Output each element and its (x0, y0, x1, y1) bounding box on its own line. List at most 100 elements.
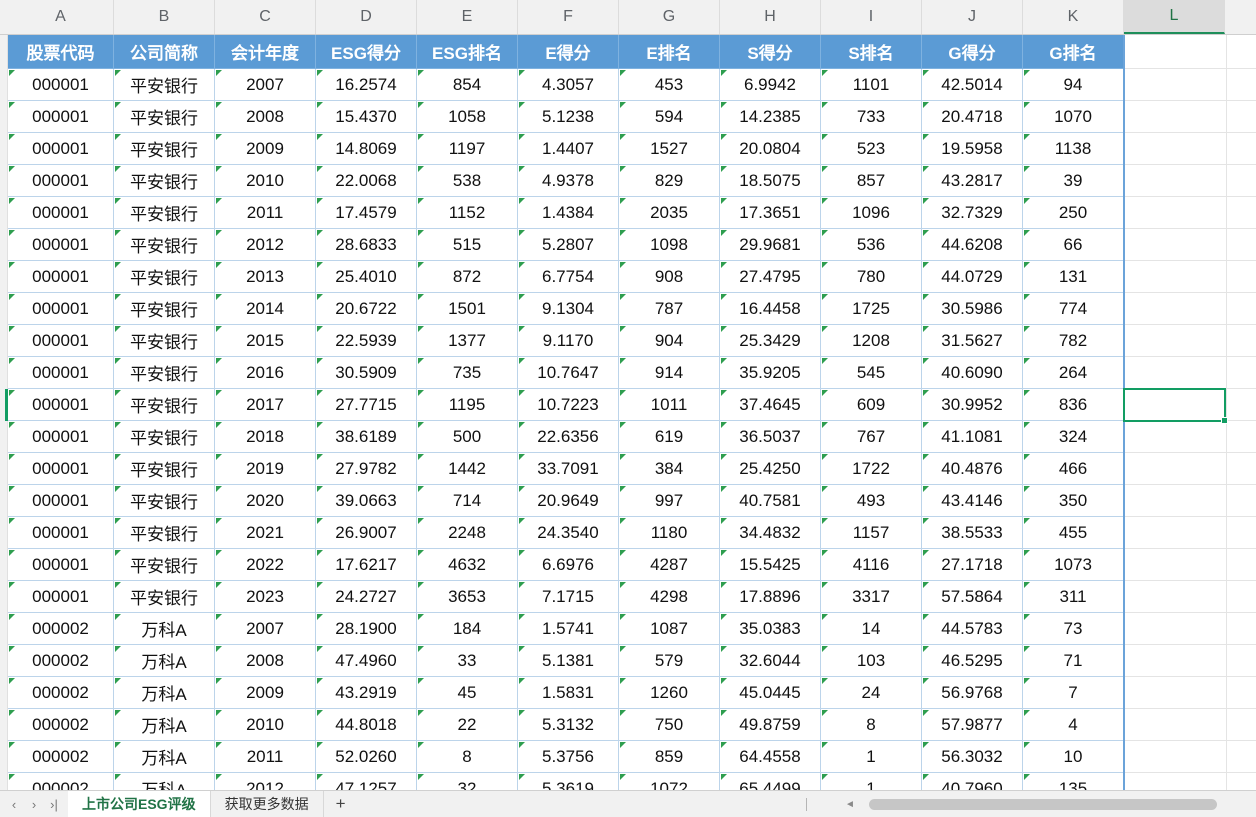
cell[interactable]: 4.9378 (518, 165, 619, 197)
cell[interactable]: 万科A (114, 741, 215, 773)
cell[interactable]: 73 (1023, 613, 1124, 645)
cell[interactable]: 34.4832 (720, 517, 821, 549)
cell[interactable]: 43.2817 (922, 165, 1023, 197)
cell[interactable]: 27.1718 (922, 549, 1023, 581)
cell[interactable]: 38.6189 (316, 421, 417, 453)
cell[interactable]: 857 (821, 165, 922, 197)
cell[interactable]: 43.2919 (316, 677, 417, 709)
cell[interactable]: 2011 (215, 197, 316, 229)
header-cell-3[interactable]: 会计年度 (215, 35, 316, 69)
cell[interactable]: 103 (821, 645, 922, 677)
cell[interactable]: 2021 (215, 517, 316, 549)
cell[interactable]: 平安银行 (114, 325, 215, 357)
cell[interactable]: 5.2807 (518, 229, 619, 261)
cell[interactable]: 2016 (215, 357, 316, 389)
cell[interactable]: 2010 (215, 165, 316, 197)
cell[interactable]: 16.2574 (316, 69, 417, 101)
cell[interactable]: 787 (619, 293, 720, 325)
cell[interactable]: 2007 (215, 69, 316, 101)
cell[interactable]: 000001 (8, 453, 114, 485)
cell[interactable]: 000001 (8, 133, 114, 165)
header-cell-2[interactable]: 公司简称 (114, 35, 215, 69)
cell[interactable]: 20.4718 (922, 101, 1023, 133)
cell[interactable]: 24.3540 (518, 517, 619, 549)
cell[interactable]: 6.9942 (720, 69, 821, 101)
cell[interactable]: 26.9007 (316, 517, 417, 549)
column-header-L[interactable]: L (1124, 0, 1225, 34)
column-header-H[interactable]: H (720, 0, 821, 34)
cell[interactable]: 1 (821, 773, 922, 790)
column-header-C[interactable]: C (215, 0, 316, 34)
cell[interactable]: 10 (1023, 741, 1124, 773)
cell[interactable]: 545 (821, 357, 922, 389)
cell[interactable]: 594 (619, 101, 720, 133)
cell[interactable]: 250 (1023, 197, 1124, 229)
cell[interactable]: 5.1381 (518, 645, 619, 677)
column-header-J[interactable]: J (922, 0, 1023, 34)
cell[interactable]: 1 (821, 741, 922, 773)
cell[interactable]: 19.5958 (922, 133, 1023, 165)
cell[interactable]: 000001 (8, 101, 114, 133)
cell[interactable]: 131 (1023, 261, 1124, 293)
cell[interactable]: 1.5741 (518, 613, 619, 645)
cell[interactable]: 523 (821, 133, 922, 165)
cell[interactable]: 1073 (1023, 549, 1124, 581)
cell[interactable]: 000001 (8, 293, 114, 325)
cell[interactable]: 15.4370 (316, 101, 417, 133)
cell[interactable]: 3317 (821, 581, 922, 613)
cell[interactable]: 44.8018 (316, 709, 417, 741)
cell[interactable]: 908 (619, 261, 720, 293)
cell[interactable]: 9.1304 (518, 293, 619, 325)
cell[interactable]: 914 (619, 357, 720, 389)
cell[interactable]: 46.5295 (922, 645, 1023, 677)
cell[interactable]: 万科A (114, 677, 215, 709)
cell[interactable]: 33 (417, 645, 518, 677)
cell[interactable]: 000001 (8, 197, 114, 229)
cell[interactable]: 4298 (619, 581, 720, 613)
cell[interactable]: 10.7223 (518, 389, 619, 421)
cell[interactable]: 平安银行 (114, 261, 215, 293)
cell[interactable]: 65.4499 (720, 773, 821, 790)
cell[interactable]: 780 (821, 261, 922, 293)
cell[interactable]: 4116 (821, 549, 922, 581)
cell[interactable]: 36.5037 (720, 421, 821, 453)
cell[interactable]: 万科A (114, 645, 215, 677)
cell[interactable]: 39 (1023, 165, 1124, 197)
cell[interactable]: 538 (417, 165, 518, 197)
cell[interactable]: 57.9877 (922, 709, 1023, 741)
cell[interactable]: 1157 (821, 517, 922, 549)
scrollbar-thumb[interactable] (868, 799, 1217, 810)
cell[interactable]: 000001 (8, 357, 114, 389)
cell[interactable]: 平安银行 (114, 453, 215, 485)
cell[interactable]: 40.7960 (922, 773, 1023, 790)
cell[interactable]: 56.9768 (922, 677, 1023, 709)
cell[interactable]: 000002 (8, 709, 114, 741)
cell[interactable]: 2007 (215, 613, 316, 645)
sheet-tab-esg-rating[interactable]: 上市公司ESG评级 (68, 791, 211, 817)
cell[interactable]: 20.6722 (316, 293, 417, 325)
cell[interactable]: 25.4010 (316, 261, 417, 293)
cell[interactable]: 71 (1023, 645, 1124, 677)
cell[interactable]: 平安银行 (114, 101, 215, 133)
cell[interactable]: 42.5014 (922, 69, 1023, 101)
cell[interactable]: 466 (1023, 453, 1124, 485)
cell[interactable]: 493 (821, 485, 922, 517)
cell[interactable]: 2012 (215, 773, 316, 790)
cell[interactable]: 500 (417, 421, 518, 453)
header-cell-4[interactable]: ESG得分 (316, 35, 417, 69)
add-sheet-button[interactable]: + (335, 794, 346, 813)
column-header-D[interactable]: D (316, 0, 417, 34)
cell[interactable]: 45 (417, 677, 518, 709)
cell[interactable]: 29.9681 (720, 229, 821, 261)
cell[interactable]: 2008 (215, 101, 316, 133)
cell[interactable]: 平安银行 (114, 133, 215, 165)
cell[interactable]: 47.1257 (316, 773, 417, 790)
cell[interactable]: 2009 (215, 677, 316, 709)
cell[interactable]: 000001 (8, 325, 114, 357)
sheet-tab-get-more-data[interactable]: 获取更多数据 (211, 791, 324, 817)
cell[interactable]: 1260 (619, 677, 720, 709)
cell[interactable]: 579 (619, 645, 720, 677)
cell[interactable]: 平安银行 (114, 293, 215, 325)
cell[interactable]: 184 (417, 613, 518, 645)
last-sheet-button[interactable]: ›| (50, 796, 58, 812)
